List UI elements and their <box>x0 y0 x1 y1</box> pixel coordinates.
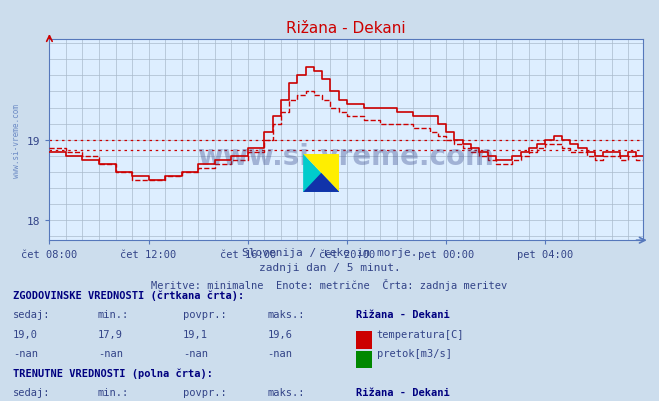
Text: povpr.:: povpr.: <box>183 387 227 397</box>
Text: -nan: -nan <box>13 348 38 358</box>
Bar <box>356 331 372 349</box>
Text: povpr.:: povpr.: <box>183 310 227 320</box>
Text: zadnji dan / 5 minut.: zadnji dan / 5 minut. <box>258 263 401 273</box>
Text: -nan: -nan <box>268 348 293 358</box>
Text: Meritve: minimalne  Enote: metrične  Črta: zadnja meritev: Meritve: minimalne Enote: metrične Črta:… <box>152 278 507 290</box>
Polygon shape <box>303 154 339 192</box>
Text: Rižana - Dekani: Rižana - Dekani <box>356 387 449 397</box>
Text: temperatura[C]: temperatura[C] <box>376 329 464 339</box>
Polygon shape <box>303 173 339 192</box>
Text: min.:: min.: <box>98 387 129 397</box>
Text: Rižana - Dekani: Rižana - Dekani <box>356 310 449 320</box>
Text: -nan: -nan <box>98 348 123 358</box>
Text: sedaj:: sedaj: <box>13 387 51 397</box>
Text: 17,9: 17,9 <box>98 329 123 339</box>
Text: 19,1: 19,1 <box>183 329 208 339</box>
Text: www.si-vreme.com: www.si-vreme.com <box>13 103 21 177</box>
Text: pretok[m3/s]: pretok[m3/s] <box>376 348 451 358</box>
Title: Rižana - Dekani: Rižana - Dekani <box>286 21 406 36</box>
Text: maks.:: maks.: <box>268 310 305 320</box>
Text: min.:: min.: <box>98 310 129 320</box>
Text: 19,6: 19,6 <box>268 329 293 339</box>
Polygon shape <box>303 154 339 192</box>
Text: 19,0: 19,0 <box>13 329 38 339</box>
Text: www.si-vreme.com: www.si-vreme.com <box>198 142 494 170</box>
Bar <box>356 351 372 369</box>
Text: -nan: -nan <box>183 348 208 358</box>
Text: ZGODOVINSKE VREDNOSTI (črtkana črta):: ZGODOVINSKE VREDNOSTI (črtkana črta): <box>13 290 244 301</box>
Text: Slovenija / reke in morje.: Slovenija / reke in morje. <box>242 247 417 257</box>
Text: TRENUTNE VREDNOSTI (polna črta):: TRENUTNE VREDNOSTI (polna črta): <box>13 368 213 378</box>
Text: sedaj:: sedaj: <box>13 310 51 320</box>
Text: maks.:: maks.: <box>268 387 305 397</box>
